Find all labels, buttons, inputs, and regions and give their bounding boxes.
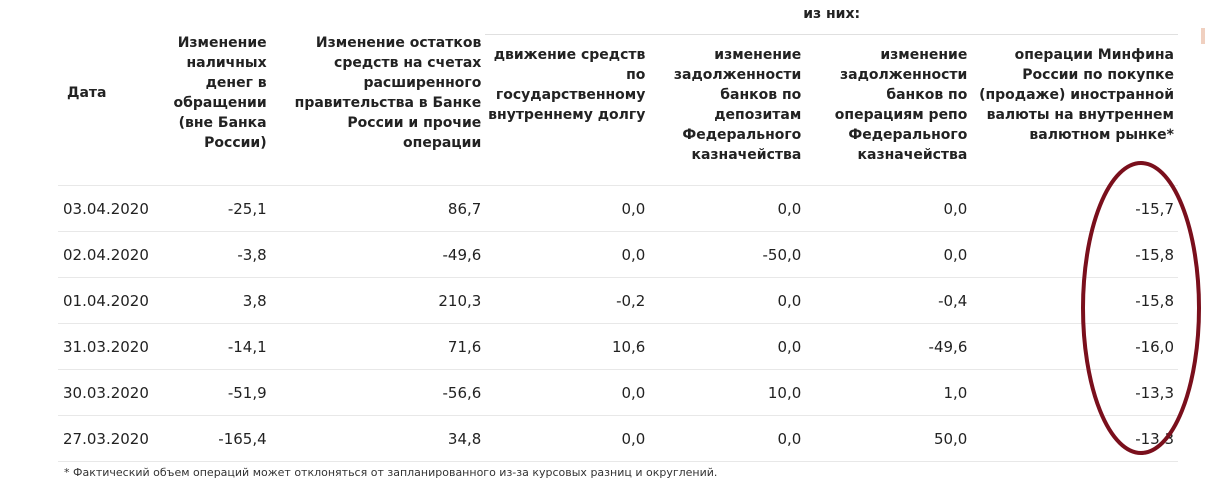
cell-repo: -49,6 [805,323,972,370]
cell-gov-debt: 0,0 [485,369,650,416]
cell-cash: -3,8 [147,231,271,278]
cell-date: 27.03.2020 [58,415,149,462]
cell-repo: -0,4 [805,277,972,324]
cell-deposits: 0,0 [649,415,806,462]
header-group-of-which: из них: [485,0,1178,35]
cell-repo: 0,0 [805,185,972,232]
cell-minfin: -16,0 [971,323,1178,370]
cell-deposits: -50,0 [649,231,806,278]
cell-gov-accounts: -56,6 [270,369,486,416]
cell-gov-debt: 0,0 [485,415,650,462]
cell-cash: -25,1 [147,185,271,232]
cell-cash: -51,9 [147,369,271,416]
cell-cash: -165,4 [147,415,271,462]
cell-repo: 0,0 [805,231,972,278]
cell-date: 03.04.2020 [58,185,149,232]
header-date: Дата [67,84,107,101]
cell-date: 02.04.2020 [58,231,149,278]
table-row: 31.03.2020 -14,1 71,6 10,6 0,0 -49,6 -16… [58,323,1178,370]
cell-gov-debt: 0,0 [485,231,650,278]
header-minfin: операции Минфина России по покупке (прод… [979,47,1174,143]
cell-minfin: -15,8 [971,231,1178,278]
cell-deposits: 10,0 [649,369,806,416]
cell-cash: -14,1 [147,323,271,370]
header-gov-debt: движение средств по государственному вну… [488,47,646,123]
table-row: 30.03.2020 -51,9 -56,6 0,0 10,0 1,0 -13,… [58,369,1178,416]
header-cash: Изменение наличных денег в обращении (вн… [173,34,267,151]
cell-gov-accounts: 71,6 [270,323,486,370]
footnote: * Фактический объем операций может откло… [64,466,718,479]
table-row: 03.04.2020 -25,1 86,7 0,0 0,0 0,0 -15,7 [58,185,1178,232]
cell-deposits: 0,0 [649,323,806,370]
header-repo: изменение задолженности банков по операц… [834,47,968,163]
cell-minfin: -13,3 [971,415,1178,462]
cell-repo: 50,0 [805,415,972,462]
cell-gov-debt: 10,6 [485,323,650,370]
cell-date: 31.03.2020 [58,323,149,370]
edge-marker [1201,28,1205,44]
table-row: 27.03.2020 -165,4 34,8 0,0 0,0 50,0 -13,… [58,415,1178,462]
cell-cash: 3,8 [147,277,271,324]
cell-minfin: -15,8 [971,277,1178,324]
cell-gov-debt: -0,2 [485,277,650,324]
table-row: 02.04.2020 -3,8 -49,6 0,0 -50,0 0,0 -15,… [58,231,1178,278]
cell-gov-accounts: 86,7 [270,185,486,232]
cell-deposits: 0,0 [649,185,806,232]
cell-gov-debt: 0,0 [485,185,650,232]
table-row: 01.04.2020 3,8 210,3 -0,2 0,0 -0,4 -15,8 [58,277,1178,324]
cell-deposits: 0,0 [649,277,806,324]
cell-date: 30.03.2020 [58,369,149,416]
cell-gov-accounts: -49,6 [270,231,486,278]
cell-gov-accounts: 34,8 [270,415,486,462]
cell-minfin: -15,7 [971,185,1178,232]
header-gov-accounts: Изменение остатков средств на счетах рас… [294,34,482,151]
cell-minfin: -13,3 [971,369,1178,416]
cell-gov-accounts: 210,3 [270,277,486,324]
operations-table: Дата Изменение наличных денег в обращени… [58,0,1178,462]
table-header: Дата Изменение наличных денег в обращени… [58,0,1178,186]
cell-date: 01.04.2020 [58,277,149,324]
data-table-container: Дата Изменение наличных денег в обращени… [58,0,1205,462]
header-deposits: изменение задолженности банков по депози… [673,47,802,163]
table-body: 03.04.2020 -25,1 86,7 0,0 0,0 0,0 -15,7 … [58,185,1178,462]
cell-repo: 1,0 [805,369,972,416]
